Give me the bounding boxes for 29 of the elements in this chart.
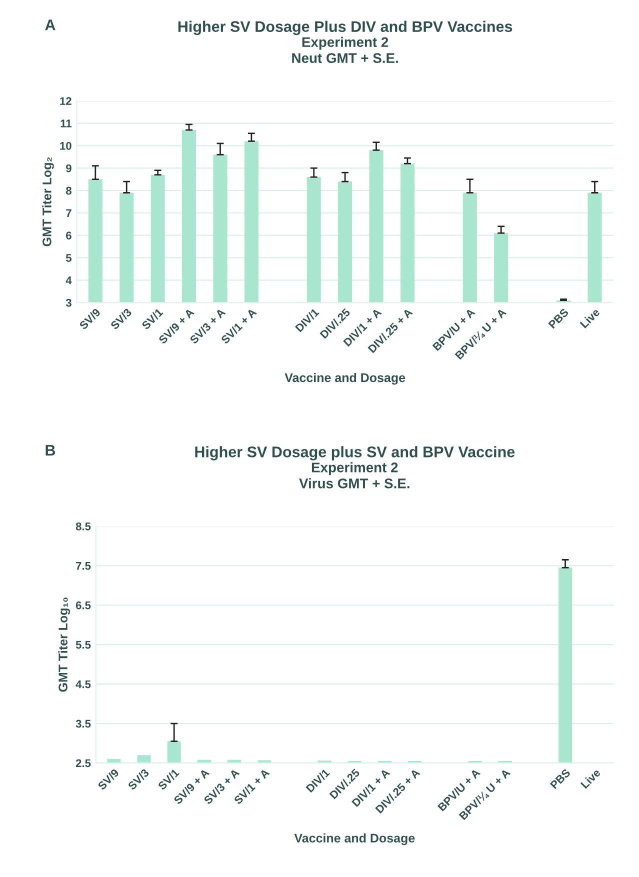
x-tick-label: Live — [580, 308, 600, 328]
x-tick-label: Live — [580, 768, 601, 789]
y-tick-label: 5.5 — [76, 640, 91, 649]
chart-title: Higher SV Dosage plus SV and BPV Vaccine — [195, 446, 515, 460]
text: B — [46, 444, 56, 456]
y-tick-label: 2.5 — [76, 759, 91, 768]
chart-subtitle: Experiment 2 Neut GMT + S.E. — [292, 36, 398, 63]
y-axis-title: GMT Titer Log₁₀ — [58, 598, 70, 692]
chart-title: Higher SV Dosage Plus DIV and BPV Vaccines — [178, 20, 512, 36]
y-tick-label: 11 — [60, 120, 72, 128]
y-tick-label: 4 — [66, 276, 72, 284]
y-tick-label: 3.5 — [76, 720, 91, 728]
y-tick-label: 12 — [60, 97, 72, 105]
x-axis-title: Vaccine and Dosage — [284, 372, 406, 385]
y-tick-label: 8 — [66, 186, 72, 195]
text: A — [45, 20, 56, 30]
y-axis-title: GMT Titer Log₂ — [42, 157, 54, 246]
y-tick-label: 7.5 — [76, 562, 91, 570]
y-tick-label: 6.5 — [76, 601, 91, 610]
y-tick-label: 6 — [66, 232, 72, 240]
chart-subtitle: Experiment 2 Virus GMT + S.E. — [299, 462, 410, 488]
y-tick-label: 3 — [66, 298, 72, 307]
y-tick-label: 7 — [66, 209, 72, 217]
y-tick-label: 8.5 — [76, 522, 91, 530]
y-tick-label: 4.5 — [76, 680, 91, 688]
y-tick-label: 5 — [66, 254, 72, 262]
y-tick-label: 10 — [60, 142, 72, 150]
x-axis-title: Vaccine and Dosage — [294, 833, 415, 846]
y-tick-label: 9 — [66, 164, 72, 172]
